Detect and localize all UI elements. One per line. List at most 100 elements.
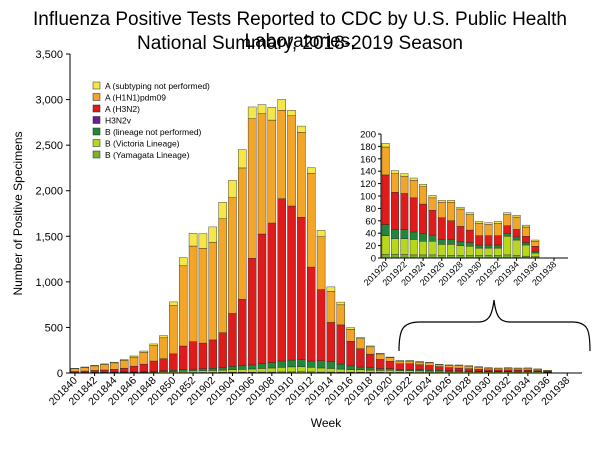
bar-segment	[188, 245, 198, 342]
inset-bar-segment	[484, 222, 493, 225]
inset-bar-segment	[419, 186, 428, 205]
legend-label: H3N2v	[105, 116, 132, 126]
inset-bar-segment	[391, 192, 399, 230]
chart-subtitle: National Summary, 2018-2019 Season	[136, 33, 463, 54]
bar-segment	[356, 369, 365, 373]
bar-segment	[178, 257, 188, 267]
bar-segment	[149, 345, 158, 362]
inset-y-tick-label: 120	[360, 179, 376, 190]
bar-segment	[287, 205, 296, 361]
inset-bar-segment	[521, 226, 530, 237]
legend-swatch	[92, 150, 101, 159]
bar-segment	[277, 360, 286, 368]
inset-bar-segment	[531, 250, 540, 254]
inset-bar-segment	[381, 143, 390, 148]
inset-bar-segment	[437, 239, 446, 245]
y-tick-label: 2,500	[35, 140, 63, 152]
inset-bar-segment	[503, 214, 512, 226]
inset-bar-segment	[512, 239, 521, 256]
bar-segment	[306, 360, 316, 368]
inset-bar-segment	[400, 173, 409, 177]
inset-bar-segment	[521, 244, 530, 257]
bar-segment	[228, 313, 237, 367]
bar-segment	[326, 286, 336, 292]
bar-segment	[139, 352, 149, 365]
inset-y-tick-label: 80	[365, 204, 376, 215]
bar-segment	[366, 367, 375, 371]
bar-segment	[277, 367, 286, 373]
inset-bar-segment	[409, 177, 418, 181]
inset-y-tick-label: 60	[365, 216, 376, 227]
y-axis-title: Number of Positive Specimens	[11, 131, 25, 295]
bar-segment	[218, 367, 227, 371]
inset-bar-segment	[493, 247, 502, 256]
bar-segment	[149, 360, 158, 372]
bar-segment	[346, 341, 355, 367]
inset-bar-segment	[512, 215, 521, 218]
inset-y-tick-label: 160	[360, 154, 376, 165]
inset-bar-segment	[428, 195, 437, 199]
bar-segment	[503, 367, 513, 371]
bar-segment	[257, 233, 267, 364]
y-tick-label: 1,500	[35, 231, 63, 243]
chart-title: Influenza Positive Tests Reported to CDC…	[32, 9, 567, 52]
bar-segment	[110, 362, 119, 370]
inset-bar-segment	[484, 235, 493, 246]
bar-segment	[385, 369, 395, 373]
bar-segment	[267, 107, 277, 121]
inset-bar-segment	[437, 200, 446, 203]
bar-segment	[336, 363, 346, 370]
inset-bar-segment	[381, 235, 390, 255]
inset-bar-segment	[437, 201, 446, 218]
bar-segment	[494, 368, 503, 371]
bar-segment	[434, 364, 444, 367]
bar-segment	[297, 366, 306, 372]
bar-segment	[90, 370, 99, 373]
bar-segment	[198, 248, 208, 344]
inset-y-tick-label: 140	[360, 167, 376, 178]
bar-segment	[238, 298, 247, 366]
inset-bar-segment	[521, 236, 530, 243]
bar-segment	[169, 353, 178, 371]
bar-segment	[188, 233, 198, 247]
inset-bar-segment	[531, 239, 540, 242]
bar-segment	[425, 365, 434, 371]
bar-segment	[366, 369, 375, 373]
inset-bar-segment	[465, 242, 474, 247]
inset-bar-segment	[381, 146, 390, 176]
inset-chart: 0204060801001201401601802002019202019222…	[360, 130, 568, 288]
inset-y-tick-label: 40	[365, 229, 376, 240]
bar-segment	[405, 370, 414, 373]
bar-segment	[267, 367, 277, 373]
inset-bar-segment	[484, 224, 493, 236]
bar-segment	[257, 363, 267, 369]
inset-bar-segment	[409, 231, 418, 240]
bar-segment	[110, 361, 119, 364]
inset-bar-segment	[512, 236, 521, 241]
bar-segment	[326, 368, 336, 373]
bar-segment	[90, 365, 99, 367]
inset-bar-segment	[503, 225, 512, 234]
bar-segment	[238, 167, 247, 300]
bar-segment	[385, 361, 395, 369]
bar-segment	[257, 368, 267, 373]
inset-bar-segment	[521, 242, 530, 246]
inset-bar-segment	[447, 220, 456, 240]
bar-segment	[218, 202, 227, 219]
inset-bar-segment	[456, 245, 465, 256]
bar-segment	[277, 198, 286, 362]
legend-swatch	[92, 139, 101, 147]
bar-segment	[218, 218, 227, 333]
bar-segment	[464, 368, 474, 372]
bar-segment	[375, 368, 385, 371]
inset-bar-segment	[503, 212, 512, 215]
inset-bar-segment	[456, 208, 465, 227]
bar-segment	[277, 110, 286, 199]
bar-segment	[208, 226, 217, 243]
bar-segment	[434, 370, 444, 373]
inset-bar-segment	[465, 229, 474, 243]
inset-bar-segment	[447, 239, 456, 245]
bar-segment	[247, 258, 257, 366]
bar-segment	[326, 291, 336, 323]
